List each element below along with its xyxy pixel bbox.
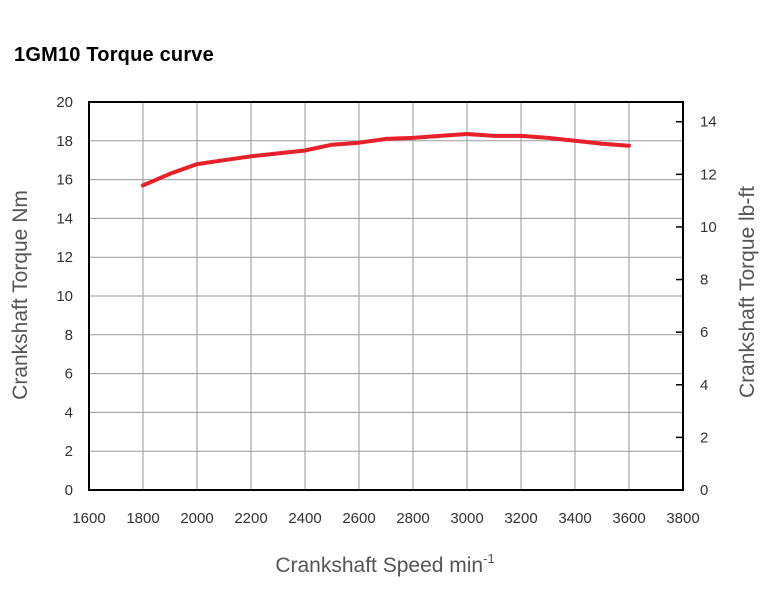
plot-frame	[88, 101, 684, 491]
y-right-tick-label-2: 2	[700, 429, 708, 446]
y-left-tick-label-8: 8	[65, 327, 73, 344]
y-right-tick-label-8: 8	[700, 272, 708, 289]
y-right-tick-label-4: 4	[700, 377, 708, 394]
y-left-tick-label-6: 6	[65, 366, 73, 383]
x-tick-label-2200: 2200	[234, 510, 267, 527]
y-left-tick-label-4: 4	[65, 404, 73, 421]
y-right-tick-label-14: 14	[700, 114, 717, 131]
y-left-tick-label-0: 0	[65, 482, 73, 499]
y-left-tick-label-12: 12	[56, 249, 73, 266]
x-tick-label-2000: 2000	[180, 510, 213, 527]
y-axis-right-title: Crankshaft Torque lb-ft	[736, 186, 759, 398]
y-axis-left-title: Crankshaft Torque Nm	[9, 190, 32, 400]
y-left-tick-label-10: 10	[56, 288, 73, 305]
x-tick-label-2600: 2600	[342, 510, 375, 527]
x-tick-label-3800: 3800	[666, 510, 699, 527]
y-right-tick-label-0: 0	[700, 482, 708, 499]
x-tick-label-3000: 3000	[450, 510, 483, 527]
grid-lines	[89, 102, 683, 490]
chart-title: 1GM10 Torque curve	[14, 44, 214, 66]
right-axis-tick-marks	[676, 120, 683, 439]
y-right-tick-label-6: 6	[700, 324, 708, 341]
y-left-tick-label-18: 18	[56, 133, 73, 150]
x-tick-label-2400: 2400	[288, 510, 321, 527]
y-left-tick-label-16: 16	[56, 172, 73, 189]
x-tick-label-3200: 3200	[504, 510, 537, 527]
y-right-tick-label-12: 12	[700, 166, 717, 183]
y-right-tick-label-10: 10	[700, 219, 717, 236]
y-left-tick-label-2: 2	[65, 443, 73, 460]
x-tick-label-3400: 3400	[558, 510, 591, 527]
y-left-tick-label-14: 14	[56, 210, 73, 227]
y-left-tick-label-20: 20	[56, 94, 73, 111]
x-tick-label-2800: 2800	[396, 510, 429, 527]
x-axis-title: Crankshaft Speed min-1	[275, 551, 494, 577]
torque-series-line	[141, 132, 631, 188]
x-tick-label-3600: 3600	[612, 510, 645, 527]
x-tick-label-1600: 1600	[72, 510, 105, 527]
x-tick-label-1800: 1800	[126, 510, 159, 527]
